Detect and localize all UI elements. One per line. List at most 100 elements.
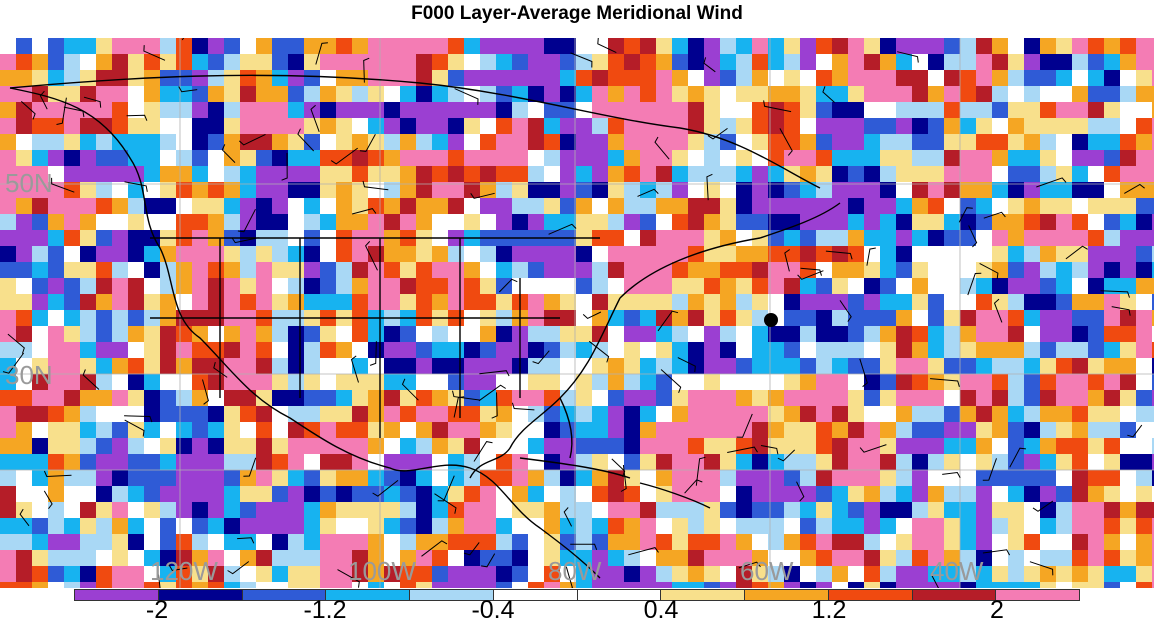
field-cell	[64, 470, 81, 487]
field-cell	[528, 582, 545, 588]
field-cell	[176, 358, 193, 375]
field-cell	[304, 134, 321, 151]
field-cell	[640, 342, 657, 359]
field-cell	[1072, 502, 1089, 519]
wind-barb	[859, 358, 868, 388]
field-cell	[496, 374, 513, 391]
field-cell	[592, 550, 609, 567]
field-cell	[16, 214, 33, 231]
field-cell	[880, 406, 897, 423]
field-cell	[240, 470, 257, 487]
field-cell	[816, 278, 833, 295]
field-cell	[224, 566, 241, 583]
field-cell	[272, 326, 289, 343]
field-cell	[32, 198, 49, 215]
field-cell	[544, 86, 561, 103]
field-cell	[864, 342, 881, 359]
field-cell	[400, 198, 417, 215]
field-cell	[992, 38, 1009, 55]
field-cell	[688, 406, 705, 423]
field-cell	[592, 582, 609, 588]
field-cell	[624, 470, 641, 487]
wind-barb	[421, 540, 448, 557]
field-cell	[288, 214, 305, 231]
field-cell	[304, 246, 321, 263]
field-cell	[160, 70, 177, 87]
field-cell	[768, 134, 785, 151]
field-cell	[288, 550, 305, 567]
field-cell	[848, 294, 865, 311]
field-cell	[1056, 230, 1073, 247]
field-cell	[448, 294, 465, 311]
field-cell	[656, 534, 673, 551]
field-cell	[608, 390, 625, 407]
field-cell	[384, 278, 401, 295]
field-cell	[64, 38, 81, 55]
field-cell	[736, 262, 753, 279]
field-cell	[992, 214, 1009, 231]
field-cell	[1040, 294, 1057, 311]
field-cell	[0, 550, 17, 567]
field-cell	[352, 566, 369, 583]
field-cell	[688, 86, 705, 103]
field-cell	[656, 38, 673, 55]
wind-barb	[660, 369, 682, 393]
field-cell	[192, 534, 209, 551]
field-cell	[896, 182, 913, 199]
field-cell	[400, 422, 417, 439]
field-cell	[864, 422, 881, 439]
field-cell	[288, 38, 305, 55]
field-cell	[528, 246, 545, 263]
wind-barb	[143, 45, 166, 61]
field-cell	[1008, 246, 1025, 263]
field-cell	[448, 390, 465, 407]
field-cell	[656, 70, 673, 87]
field-cell	[688, 214, 705, 231]
field-cell	[1072, 198, 1089, 215]
field-cell	[320, 150, 337, 167]
field-cell	[1008, 198, 1025, 215]
field-cell	[416, 294, 433, 311]
field-cell	[1072, 310, 1089, 327]
wind-barb	[124, 415, 153, 423]
field-cell	[256, 86, 273, 103]
field-cell	[96, 246, 113, 263]
field-cell	[800, 534, 817, 551]
wind-barb	[979, 262, 999, 280]
field-cell	[672, 54, 689, 71]
field-cell	[992, 230, 1009, 247]
field-cell	[1120, 262, 1137, 279]
field-cell	[704, 486, 721, 503]
field-cell	[608, 438, 625, 455]
field-cell	[160, 502, 177, 519]
field-cell	[752, 54, 769, 71]
field-cell	[688, 502, 705, 519]
field-cell	[624, 150, 641, 167]
field-cell	[768, 566, 785, 583]
field-cell	[688, 518, 705, 535]
field-cell	[128, 470, 145, 487]
colorbar-tick-label: 0.4	[643, 596, 679, 624]
field-cell	[48, 342, 65, 359]
field-cell	[1152, 262, 1154, 279]
field-cell	[992, 374, 1009, 391]
field-cell	[800, 342, 817, 359]
field-cell	[960, 374, 977, 391]
field-cell	[1152, 550, 1154, 567]
field-cell	[528, 326, 545, 343]
field-cell	[1008, 438, 1025, 455]
field-cell	[640, 118, 657, 135]
field-cell	[384, 38, 401, 55]
field-cell	[16, 454, 33, 471]
field-cell	[384, 294, 401, 311]
field-cell	[352, 518, 369, 535]
field-cell	[80, 166, 97, 183]
field-cell	[368, 326, 385, 343]
field-cell	[640, 470, 657, 487]
field-cell	[176, 278, 193, 295]
field-cell	[64, 102, 81, 119]
field-cell	[128, 246, 145, 263]
field-cell	[256, 294, 273, 311]
field-cell	[80, 294, 97, 311]
field-cell	[352, 134, 369, 151]
